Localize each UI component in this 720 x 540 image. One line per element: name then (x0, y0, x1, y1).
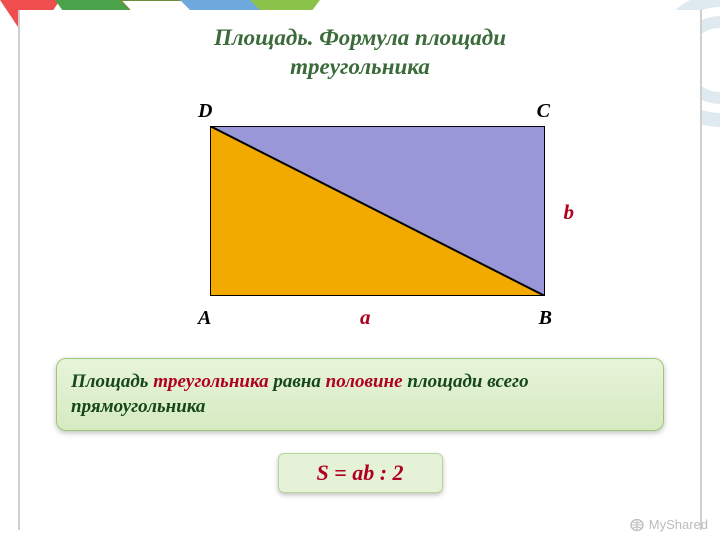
vertex-label-C: C (537, 100, 550, 123)
side-label-a: a (360, 305, 371, 330)
globe-icon (629, 518, 645, 532)
watermark: MyShared (629, 517, 708, 532)
definition-box: Площадь треугольника равна половине площ… (56, 358, 664, 431)
rectangle-svg (210, 126, 545, 296)
defn-em1: треугольника (153, 371, 268, 392)
defn-em2: половине (326, 371, 403, 392)
defn-p3: равна (269, 371, 326, 392)
watermark-text: MyShared (649, 517, 708, 532)
triangle-area-diagram: D C A B a b (150, 100, 570, 330)
formula-text: S = ab : 2 (316, 460, 403, 485)
side-label-b: b (564, 200, 575, 225)
vertex-label-B: B (539, 307, 552, 330)
vertex-label-A: A (198, 307, 211, 330)
title-line2: треугольника (290, 54, 430, 79)
defn-p1: Площадь (71, 371, 153, 392)
page-title: Площадь. Формула площади треугольника (20, 24, 700, 82)
slide-frame: Площадь. Формула площади треугольника D … (18, 10, 702, 530)
vertex-label-D: D (198, 100, 212, 123)
formula-box: S = ab : 2 (278, 453, 443, 493)
title-line1: Площадь. Формула площади (214, 25, 506, 50)
